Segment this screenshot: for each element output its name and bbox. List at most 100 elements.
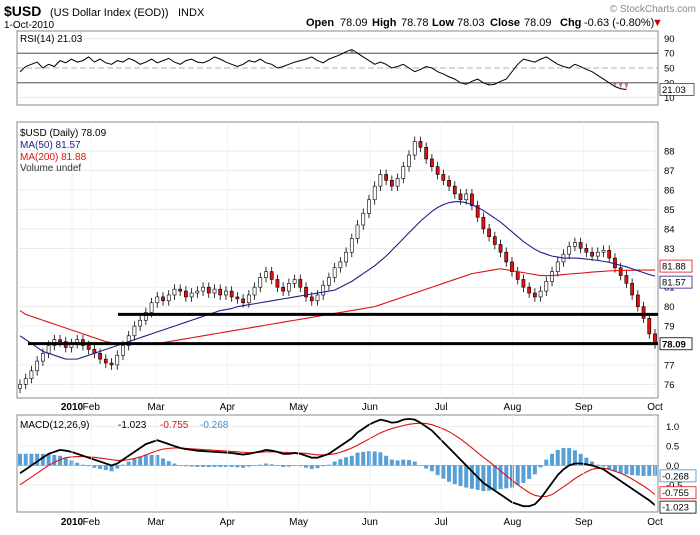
candle-body [458,193,463,201]
macd-x-tick-label: May [289,517,308,528]
candle-body [447,180,451,187]
candle-body [252,286,257,296]
macd-x-tick-label: Mar [147,517,165,528]
macd-histogram-bar [304,465,309,468]
macd-histogram-bar [40,453,45,466]
exchange: INDX [178,7,205,19]
candle-body [23,378,28,385]
macd-histogram-bar [109,465,114,472]
candle-body [327,277,331,286]
macd-histogram-bar [321,465,326,467]
candle-body [555,261,560,272]
macd-histogram-bar [258,464,263,466]
candle-body [630,283,634,296]
macd-histogram-bar [92,465,97,468]
macd-histogram-bar [521,465,526,483]
candle-body [424,146,429,160]
price-layer: 88878685848381807977762010FebMarAprMayJu… [17,122,693,413]
macd-histogram-bar [607,465,612,470]
candle-body [281,286,286,292]
macd-histogram-bar [538,465,543,468]
rsi-line [19,48,627,90]
open-label: Open [306,17,334,29]
instrument-name: (US Dollar Index (EOD)) [50,7,169,19]
candle-body [521,279,526,288]
candle-body [258,277,263,288]
candle-body [224,290,228,296]
down-triangle-icon: ▼ [652,17,663,29]
candle-body [475,205,480,218]
macd-histogram-bar [635,465,640,476]
rsi-last-value: 21.03 [662,85,686,96]
macd-histogram-bar [212,465,217,467]
price-last-value: 81.88 [662,262,686,273]
macd-legend-signal: -0.755 [160,420,189,431]
candle-body [532,292,537,298]
macd-histogram-bar [590,461,595,466]
price-x-tick-label: Jul [435,402,448,413]
macd-histogram-bar [309,465,314,469]
candle-body [241,298,245,304]
candle-body [172,288,177,296]
watermark: © StockCharts.com [610,4,696,15]
price-x-tick-label: Feb [83,402,101,413]
macd-histogram-bar [138,456,143,466]
candle-body [613,257,617,269]
macd-histogram-bar [407,460,412,466]
price-last-value-box [659,337,693,351]
candle-body [218,288,223,296]
macd-histogram-bar [218,465,223,467]
macd-histogram-bar [389,459,394,466]
price-x-tick-label: Aug [504,402,522,413]
rsi-tick-label: 10 [664,93,675,104]
macd-last-value: -0.268 [662,471,689,482]
candle-body [544,281,549,292]
candle-body [470,193,474,206]
candle-body [452,185,457,195]
candle-body [567,246,572,255]
candle-body [332,267,337,278]
candle-body [550,271,554,282]
macd-histogram-bar [630,465,635,476]
candle-body [206,286,211,294]
macd-last-value-box [659,486,697,500]
macd-tick-label: 0.5 [666,442,679,453]
macd-histogram-bar [384,455,389,466]
candle-body [618,267,623,276]
macd-histogram-bar [424,465,429,469]
low-label: Low [432,17,454,29]
candle-body [515,271,520,280]
candle-body [607,249,612,259]
candle-body [121,345,125,356]
price-last-value-box [659,259,693,273]
candle-body [86,345,91,350]
macd-histogram-bar [115,465,120,469]
macd-histogram-bar [504,465,509,489]
chg-value: -0.63 (-0.80%) [584,17,654,29]
macd-last-value-box [659,469,697,483]
candle-body [212,288,217,294]
close-label: Close [490,17,520,29]
macd-tick-label: 1.0 [666,422,679,433]
legend-volume: Volume undef [20,163,81,174]
candle-body [647,318,652,335]
candle-body [178,288,183,292]
macd-histogram-bar [418,465,423,466]
rsi-overbought-fill [344,49,354,54]
candle-body [527,286,532,294]
candle-body [487,228,491,237]
macd-signal-line [19,422,656,498]
macd-x-tick-label: Feb [83,517,101,528]
rsi-last-value-box [659,83,695,96]
candle-body [389,180,394,187]
candle-body [590,251,594,257]
macd-histogram-bar [58,455,63,466]
candle-body [189,292,194,298]
rsi-tick-label: 50 [664,64,675,75]
candle-body [58,339,62,342]
candle-body [321,284,326,296]
macd-legend-name: MACD(12,26,9) [20,420,89,431]
macd-histogram-bar [281,465,286,467]
macd-histogram-bar [561,447,566,466]
legend-ma200: MA(200) 81.88 [20,152,87,163]
